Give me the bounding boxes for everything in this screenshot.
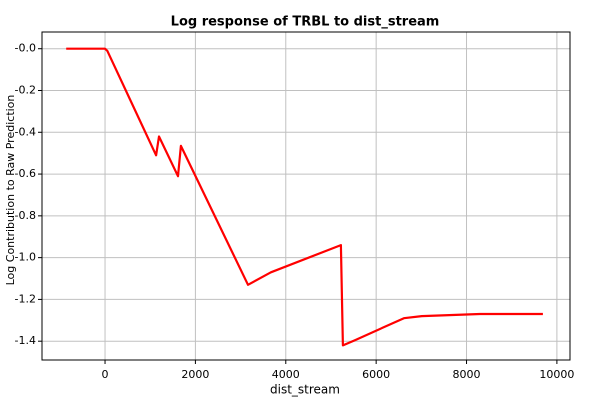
y-tick-label: -1.2	[15, 292, 36, 305]
y-tick-label: -0.2	[15, 83, 36, 96]
x-tick-label: 10000	[539, 368, 574, 381]
y-tick-label: -1.4	[15, 334, 36, 347]
y-axis-label: Log Contribution to Raw Prediction	[4, 95, 17, 286]
line-series	[66, 47, 543, 347]
y-tick-label: -0.6	[15, 167, 36, 180]
x-tick-label: 8000	[453, 368, 481, 381]
x-tick-label: 2000	[181, 368, 209, 381]
x-tick-label: 4000	[272, 368, 300, 381]
chart-title: Log response of TRBL to dist_stream	[171, 15, 440, 30]
x-tick-label: 0	[102, 368, 109, 381]
x-tick-label: 6000	[362, 368, 390, 381]
y-tick-label: -1.0	[15, 251, 36, 264]
y-tick-label: -0.0	[15, 42, 36, 55]
plot-frame	[41, 31, 571, 361]
y-tick-label: -0.4	[15, 125, 36, 138]
y-tick-label: -0.8	[15, 209, 36, 222]
x-axis-label: dist_stream	[270, 383, 340, 397]
